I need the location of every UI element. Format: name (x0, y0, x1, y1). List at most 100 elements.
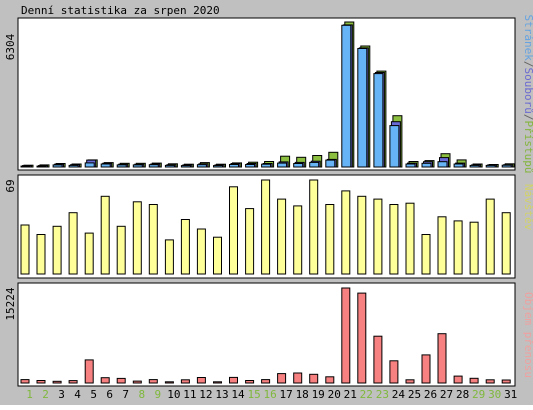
bar-pages-day-10 (164, 164, 175, 168)
x-tick-label-23: 23 (376, 388, 389, 401)
legend-hits: Přístupů (522, 120, 533, 173)
bar-volume-day-1 (20, 379, 30, 384)
panel-hits-series-legend: Stránek/Souborů/Přístupů (522, 15, 533, 174)
bar-pages-day-23 (373, 73, 384, 168)
x-tick-label-29: 29 (472, 388, 485, 401)
bar-volume-day-9 (148, 379, 158, 384)
bar-volume-day-30 (485, 379, 495, 384)
bar-volume-day-6 (100, 377, 110, 384)
bar-visits-day-28 (453, 220, 463, 275)
x-tick-label-4: 4 (74, 388, 81, 401)
bar-volume-day-20 (325, 376, 335, 384)
x-tick-label-31: 31 (504, 388, 517, 401)
bar-pages-day-5 (84, 162, 95, 168)
bar-pages-day-12 (196, 164, 207, 168)
bar-volume-day-17 (277, 373, 287, 384)
bar-visits-day-29 (469, 221, 479, 275)
x-tick-label-22: 22 (360, 388, 373, 401)
bar-visits-day-6 (100, 195, 110, 275)
bar-volume-day-21 (341, 287, 351, 384)
bar-visits-day-26 (421, 234, 431, 275)
bar-pages-day-18 (293, 163, 304, 168)
bar-pages-day-25 (405, 163, 416, 168)
bar-volume-day-19 (309, 373, 319, 384)
bar-visits-day-22 (357, 195, 367, 275)
panel-volume-series-legend: Objem přenosu (522, 292, 533, 378)
bar-volume-day-18 (293, 372, 303, 384)
legend-sep-2: / (522, 114, 533, 121)
bar-pages-day-30 (485, 164, 496, 168)
legend-pages: Stránek (522, 15, 533, 62)
bar-visits-day-9 (148, 204, 158, 275)
panel-hits-ymax-label: 6304 (4, 33, 17, 60)
bar-pages-day-3 (52, 164, 63, 168)
x-tick-label-26: 26 (424, 388, 437, 401)
bar-volume-day-31 (501, 379, 511, 384)
bar-pages-day-7 (116, 164, 127, 168)
x-tick-label-30: 30 (488, 388, 501, 401)
bar-volume-day-11 (180, 379, 190, 384)
bar-pages-day-15 (245, 164, 256, 168)
bar-visits-day-30 (485, 198, 495, 275)
x-tick-label-12: 12 (199, 388, 212, 401)
panel-volume-frame (17, 282, 516, 387)
x-tick-label-3: 3 (58, 388, 65, 401)
bar-volume-day-28 (453, 375, 463, 384)
x-tick-label-8: 8 (138, 388, 145, 401)
bar-visits-day-18 (293, 205, 303, 275)
bar-visits-day-16 (261, 179, 271, 275)
chart-title: Denní statistika za srpen 2020 (21, 4, 220, 17)
legend-sep-1: / (522, 61, 533, 68)
bar-pages-day-29 (469, 164, 480, 168)
panel-visits-ymax-label: 69 (4, 179, 17, 192)
x-tick-label-28: 28 (456, 388, 469, 401)
bar-pages-day-26 (421, 162, 432, 168)
x-axis-day-labels: 1 2 3 4 5 6 7 8 9 10 11 12 13 14 15 16 17 18 19 20 21 22 23 24 2… (26, 388, 517, 401)
x-tick-label-15: 15 (247, 388, 260, 401)
x-tick-label-25: 25 (408, 388, 421, 401)
panel-hits-bars (20, 21, 515, 168)
bar-volume-day-13 (213, 381, 222, 384)
bar-pages-day-6 (100, 163, 111, 168)
bar-visits-day-2 (36, 234, 46, 275)
x-tick-label-7: 7 (122, 388, 129, 401)
panel-volume-bars (20, 287, 511, 384)
bar-volume-day-25 (405, 379, 415, 384)
bar-visits-day-21 (341, 190, 351, 275)
x-tick-label-5: 5 (90, 388, 97, 401)
bar-visits-day-20 (325, 204, 335, 275)
bar-visits-day-25 (405, 202, 415, 275)
x-tick-label-2: 2 (42, 388, 49, 401)
x-tick-label-20: 20 (328, 388, 341, 401)
bar-volume-day-15 (245, 380, 255, 384)
bar-visits-day-7 (116, 225, 126, 275)
bar-visits-day-19 (309, 179, 319, 275)
bar-volume-day-29 (469, 377, 479, 384)
bar-volume-day-10 (164, 381, 174, 384)
bar-volume-day-22 (357, 292, 367, 384)
bar-pages-day-27 (437, 161, 448, 168)
bar-volume-day-5 (84, 359, 94, 384)
bar-pages-day-9 (148, 164, 159, 168)
x-tick-label-1: 1 (26, 388, 33, 401)
bar-visits-day-10 (164, 239, 174, 275)
bar-volume-day-2 (36, 380, 46, 384)
bar-visits-day-17 (277, 198, 287, 275)
bar-visits-day-27 (437, 216, 447, 275)
bar-visits-day-3 (52, 225, 62, 275)
bar-visits-day-24 (389, 204, 399, 275)
bar-volume-day-16 (261, 379, 271, 384)
panel-visits-series-legend: Návštěv (522, 184, 533, 231)
bar-visits-day-11 (180, 219, 190, 275)
x-tick-label-19: 19 (312, 388, 325, 401)
x-tick-label-13: 13 (215, 388, 228, 401)
x-tick-label-10: 10 (167, 388, 180, 401)
bar-visits-day-23 (373, 198, 383, 275)
x-tick-label-11: 11 (183, 388, 196, 401)
bar-pages-day-4 (68, 164, 79, 168)
bar-pages-day-28 (453, 163, 464, 168)
bar-volume-day-14 (229, 376, 238, 384)
bar-pages-day-20 (325, 159, 336, 168)
